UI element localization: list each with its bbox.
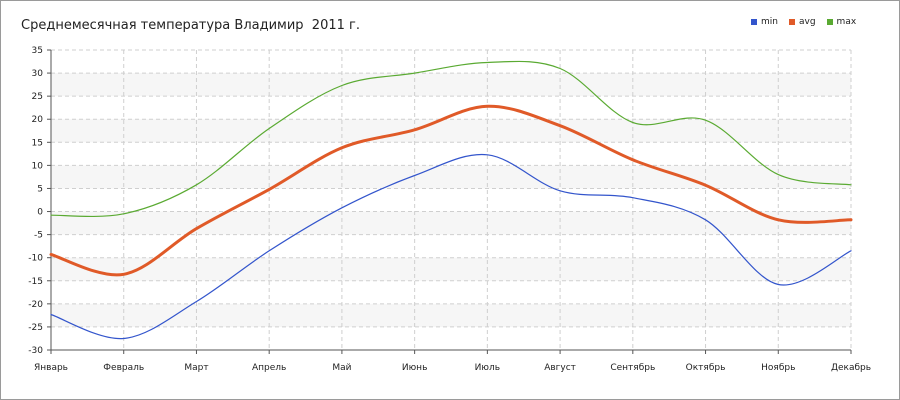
x-tick-label: Октябрь <box>686 363 726 373</box>
x-tick-label: Февраль <box>103 363 144 373</box>
x-tick-label: Июль <box>475 363 500 373</box>
x-tick-label: Август <box>544 363 576 373</box>
legend-label-avg: avg <box>798 17 816 27</box>
series-line-avg <box>49 104 853 277</box>
y-tick-label: 10 <box>32 161 44 171</box>
grid-band <box>51 119 851 143</box>
grid-band <box>51 165 851 189</box>
y-tick-label: 0 <box>37 208 43 218</box>
y-tick-label: -5 <box>34 231 43 241</box>
x-tick-label: Декабрь <box>831 363 871 373</box>
legend-label-min: min <box>761 17 778 27</box>
x-tick-label: Апрель <box>252 363 286 373</box>
y-tick-label: 30 <box>32 69 44 79</box>
legend-entry-min: min <box>751 17 778 27</box>
y-tick-label: -10 <box>28 254 43 264</box>
legend: min avg max <box>751 17 856 27</box>
series-line-max <box>50 60 852 218</box>
y-tick-label: -25 <box>28 323 43 333</box>
y-tick-label: -20 <box>28 300 43 310</box>
y-tick-label: 35 <box>32 46 43 56</box>
grid-band <box>51 303 851 327</box>
y-tick-label: 15 <box>32 138 43 148</box>
chart-title: Среднемесячная температура Владимир 2011… <box>21 18 360 33</box>
x-tick-label: Май <box>332 363 351 373</box>
legend-swatch-avg <box>788 19 795 25</box>
x-tick-label: Январь <box>34 363 68 373</box>
legend-swatch-max <box>826 19 833 25</box>
grid-band <box>51 73 851 97</box>
y-tick-label: 25 <box>32 92 43 102</box>
x-tick-label: Март <box>184 363 208 373</box>
legend-label-max: max <box>836 17 857 27</box>
x-tick-label: Ноябрь <box>761 363 795 373</box>
grid-band <box>51 257 851 281</box>
y-tick-label: 5 <box>37 184 43 194</box>
y-tick-label: -30 <box>28 346 43 356</box>
x-tick-label: Июнь <box>402 363 428 373</box>
legend-entry-avg: avg <box>788 17 816 27</box>
grid-band <box>51 211 851 235</box>
legend-swatch-min <box>751 19 757 25</box>
legend-entry-max: max <box>826 17 857 27</box>
series-line-min <box>50 153 852 340</box>
y-tick-label: 20 <box>32 115 44 125</box>
x-tick-label: Сентябрь <box>610 363 655 373</box>
y-tick-label: -15 <box>28 277 43 287</box>
